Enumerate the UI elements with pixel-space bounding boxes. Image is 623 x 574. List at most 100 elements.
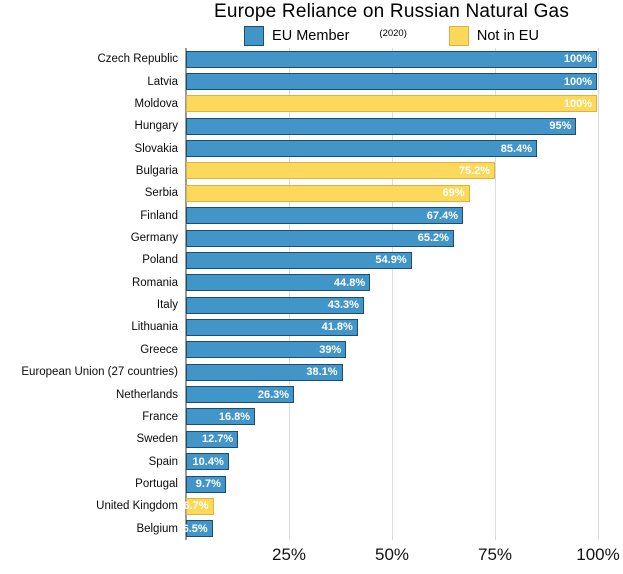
bar-row: Portugal 9.7% <box>0 473 623 495</box>
bar-value-label: 16.8% <box>218 410 251 423</box>
country-label: Czech Republic <box>97 53 178 66</box>
gridline <box>598 48 599 540</box>
bar-row: Sweden 12.7% <box>0 428 623 450</box>
x-tick-label: 100% <box>576 545 620 564</box>
bar: 16.8% <box>186 408 256 426</box>
bar-track: 6.5% <box>183 520 597 538</box>
country-label: Greece <box>140 343 178 356</box>
bar-value-label: 26.3% <box>257 388 290 401</box>
bar-row: Bulgaria 75.2% <box>0 160 623 182</box>
bar-row: European Union (27 countries) 38.1% <box>0 361 623 383</box>
bar-row: Hungary 95% <box>0 115 623 137</box>
gridline <box>289 48 290 540</box>
bar-row: Italy 43.3% <box>0 294 623 316</box>
x-tick-label: 25% <box>271 545 307 564</box>
country-label: Romania <box>131 276 178 289</box>
bar-track: 69% <box>186 184 597 202</box>
bar: 54.9% <box>186 251 412 269</box>
bar-value-label: 44.8% <box>333 276 366 289</box>
x-tick-label: 50% <box>374 545 410 564</box>
legend-swatch-not-in-eu <box>448 26 469 46</box>
chart-year-note: (2020) <box>379 27 407 39</box>
bar-value-label: 100% <box>563 53 592 66</box>
country-label: Netherlands <box>115 388 178 401</box>
country-label: Moldova <box>134 97 178 110</box>
bar-row: Greece 39% <box>0 339 623 361</box>
x-tick-label: 75% <box>477 545 513 564</box>
bar: 41.8% <box>186 318 358 336</box>
country-label: Spain <box>148 455 178 468</box>
gridline <box>495 48 496 540</box>
country-label: Hungary <box>134 120 178 133</box>
bar: 100% <box>186 73 597 91</box>
bar: 65.2% <box>186 229 454 247</box>
bar-row: Czech Republic 100% <box>0 48 623 70</box>
bar-row: Netherlands 26.3% <box>0 383 623 405</box>
bar-track: 9.7% <box>186 475 597 493</box>
bar: 100% <box>186 95 597 113</box>
country-label: Serbia <box>144 187 178 200</box>
country-label: Italy <box>156 299 178 312</box>
bar: 43.3% <box>186 296 364 314</box>
bar-value-label: 100% <box>563 75 592 88</box>
country-label: Germany <box>130 232 178 245</box>
country-label: Portugal <box>135 478 178 490</box>
bar-value-label: 10.4% <box>192 455 224 468</box>
legend-label-eu-member: EU Member <box>272 28 350 44</box>
chart-title: Europe Reliance on Russian Natural Gas <box>213 1 570 22</box>
bar: 6.7% <box>183 497 214 515</box>
country-label: Poland <box>142 254 178 267</box>
bar-track: 44.8% <box>186 274 597 292</box>
bar: 100% <box>186 50 597 68</box>
bar-value-label: 41.8% <box>321 321 353 334</box>
bar: 85.4% <box>186 140 537 158</box>
bar-track: 6.7% <box>183 497 597 515</box>
country-label: Belgium <box>136 522 178 535</box>
bar: 67.4% <box>186 207 463 225</box>
country-label: Slovakia <box>134 142 178 155</box>
bar: 9.7% <box>186 475 226 493</box>
bar-track: 85.4% <box>186 140 597 158</box>
bar-value-label: 85.4% <box>500 142 532 155</box>
legend-label-not-in-eu: Not in EU <box>476 28 539 44</box>
bar-track: 26.3% <box>186 386 597 404</box>
bar-row: Romania 44.8% <box>0 272 623 294</box>
country-label: European Union (27 countries) <box>21 366 178 379</box>
bar: 95% <box>186 117 577 135</box>
bar-row: Latvia 100% <box>0 70 623 92</box>
country-label: Bulgaria <box>135 164 178 177</box>
country-label: United Kingdom <box>96 500 178 513</box>
bar-row: Poland 54.9% <box>0 249 623 271</box>
plot-area: Czech Republic 100% Latvia 100% Moldova … <box>0 48 623 540</box>
bar-track: 38.1% <box>186 363 597 381</box>
bar-row: Slovakia 85.4% <box>0 137 623 159</box>
bar-row: Belgium 6.5% <box>0 518 623 540</box>
bar-value-label: 12.7% <box>201 433 234 446</box>
bar: 44.8% <box>186 274 371 292</box>
bar-track: 16.8% <box>186 408 597 426</box>
bar-value-label: 95% <box>549 120 572 133</box>
bar-value-label: 9.7% <box>195 478 221 490</box>
bar-row: United Kingdom 6.7% <box>0 495 623 517</box>
bar: 12.7% <box>186 430 239 448</box>
bar-value-label: 6.7% <box>183 500 209 513</box>
bar: 39% <box>186 341 347 359</box>
bar-track: 100% <box>186 50 597 68</box>
bar-track: 54.9% <box>186 251 597 269</box>
bar-track: 75.2% <box>186 162 597 180</box>
bar: 10.4% <box>186 453 229 471</box>
country-label: Lithuania <box>131 321 178 334</box>
country-label: Sweden <box>136 433 178 446</box>
bar-row: Finland 67.4% <box>0 205 623 227</box>
bar-track: 100% <box>186 95 597 113</box>
bar: 38.1% <box>186 363 343 381</box>
legend-swatch-eu-member <box>244 26 265 46</box>
bar-value-label: 65.2% <box>417 232 449 245</box>
x-axis: 25% 50% 75% 100% <box>186 545 620 571</box>
bar-value-label: 54.9% <box>375 254 407 267</box>
bar-track: 39% <box>186 341 597 359</box>
bar-row: Moldova 100% <box>0 93 623 115</box>
country-label: Finland <box>140 209 178 222</box>
y-axis-line <box>185 48 187 540</box>
bar-value-label: 75.2% <box>458 164 491 177</box>
